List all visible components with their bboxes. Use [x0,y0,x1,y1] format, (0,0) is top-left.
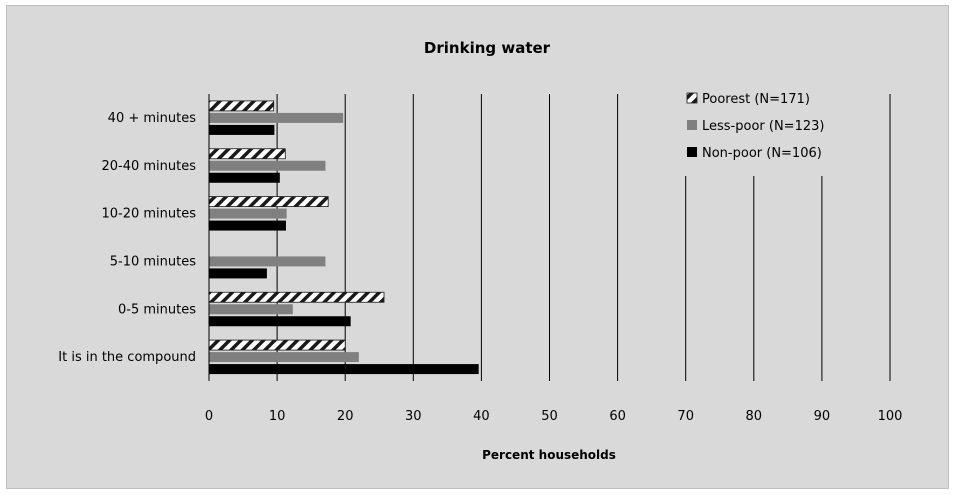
bar [208,100,275,112]
category-label: 20-40 minutes [101,159,196,174]
legend-label: Non-poor (N=106) [702,146,822,161]
x-tick-label: 40 [473,409,490,424]
category-label: 40 + minutes [108,111,197,126]
bar [209,124,275,135]
bar [209,256,326,267]
x-tick-label: 10 [269,409,286,424]
bar-chart: Drinking water 40 + minutes 20-40 minutes… [58,39,903,462]
chart-title: Drinking water [424,39,551,57]
bar [209,304,293,315]
category-labels: 40 + minutes 20-40 minutes 10-20 minutes 5-… [58,111,196,365]
x-tick-label: 0 [205,409,213,424]
bar [208,339,346,351]
legend-swatch [687,147,697,157]
x-tick-label: 30 [405,409,422,424]
bar [209,160,326,171]
legend: Poorest (N=171) Less-poor (N=123) Non-poor… [686,92,824,161]
x-tick-label: 60 [609,409,626,424]
legend-label: Poorest (N=171) [702,92,810,107]
bar [209,208,287,219]
bar [209,352,359,363]
bar [209,364,479,375]
legend-swatch [687,120,697,130]
x-tick-labels: 0 10 20 30 40 50 60 70 80 90 100 [205,409,903,424]
bar [209,268,267,279]
gridlines [208,94,891,381]
category-label: 0-5 minutes [118,302,196,317]
legend-label: Less-poor (N=123) [702,119,824,134]
chart-frame: Drinking water 40 + minutes 20-40 minutes… [6,5,949,489]
legend-background [679,86,859,176]
x-axis-title: Percent households [482,448,616,462]
x-tick-label: 80 [746,409,763,424]
legend-swatch [686,92,698,104]
bar [208,196,329,207]
bar [209,316,351,327]
bar [208,291,385,303]
x-tick-label: 20 [337,409,354,424]
bar [209,112,344,123]
x-tick-label: 70 [677,409,694,424]
bar [209,220,286,231]
bar [209,172,280,183]
category-label: 5-10 minutes [110,254,196,269]
bars [208,94,479,381]
x-tick-label: 100 [878,409,903,424]
bar [208,148,286,160]
category-label: 10-20 minutes [101,207,196,222]
x-tick-label: 50 [541,409,558,424]
x-tick-label: 90 [814,409,831,424]
category-label: It is in the compound [58,350,196,365]
